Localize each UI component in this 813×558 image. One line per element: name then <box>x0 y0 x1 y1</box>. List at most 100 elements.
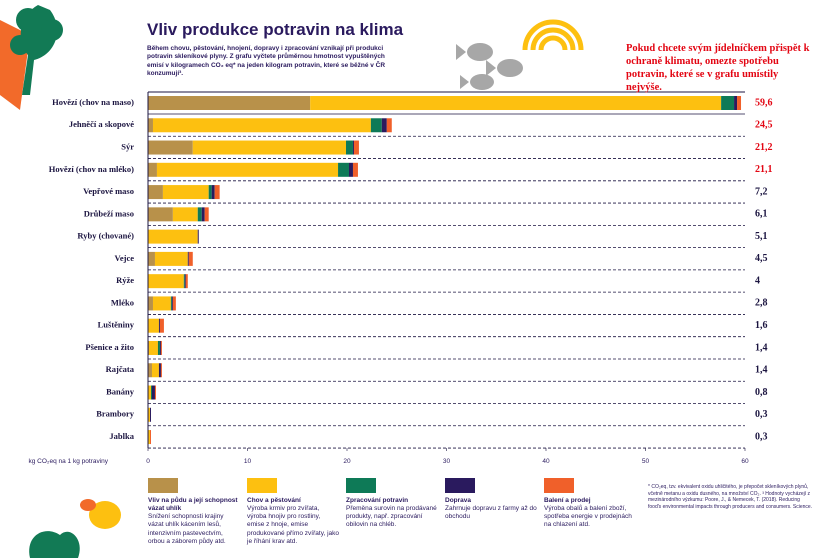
total-label: 4 <box>755 275 760 286</box>
total-label: 1,4 <box>755 342 768 353</box>
category-label: Banány <box>106 386 135 396</box>
x-tick-label: 10 <box>244 458 252 465</box>
bar-segment <box>148 340 158 355</box>
bar-segment <box>154 385 156 400</box>
bar-segment <box>348 162 353 177</box>
bar-segment <box>187 251 189 266</box>
bar-segment <box>148 251 155 266</box>
total-label: 1,4 <box>755 365 768 376</box>
legend-swatch <box>445 478 475 493</box>
total-label: 0,8 <box>755 387 768 398</box>
legend-swatch <box>247 478 277 493</box>
bar-segment <box>162 185 209 200</box>
category-label: Pšenice a žito <box>85 342 134 352</box>
total-label: 21,1 <box>755 164 773 175</box>
bar-segment <box>310 96 722 110</box>
total-label: 2,8 <box>755 298 768 309</box>
bar-segment <box>159 340 161 355</box>
category-label: Ryby (chované) <box>77 231 134 241</box>
bar-segment <box>148 274 184 289</box>
category-label: Jablka <box>109 431 134 441</box>
bar-segment <box>370 118 382 133</box>
bar-segment <box>150 385 152 400</box>
bar-segment <box>197 229 199 244</box>
x-tick-label: 40 <box>542 458 550 465</box>
category-label: Mléko <box>111 297 134 307</box>
bar-segment <box>171 296 173 311</box>
category-label: Luštěniny <box>98 320 135 330</box>
total-label: 24,5 <box>755 120 773 131</box>
x-tick-label: 20 <box>343 458 351 465</box>
bar-segment <box>338 162 349 177</box>
bar-segment <box>148 118 153 133</box>
x-axis-label: kg CO₂eq na 1 kg potraviny <box>29 458 109 465</box>
total-label: 6,1 <box>755 209 768 220</box>
bar-segment <box>160 363 162 378</box>
legend-title: Vliv na půdu a její schopnost vázat uhlí… <box>148 497 238 513</box>
bar-segment <box>158 363 161 378</box>
bar-segment <box>386 118 392 133</box>
total-label: 21,2 <box>755 142 773 153</box>
legend-description: Snížení schopnosti krajiny vázat uhlík k… <box>148 513 226 545</box>
bar-segment <box>148 207 173 222</box>
bar-segment <box>152 296 171 311</box>
bar-segment <box>148 229 198 244</box>
bar-segment <box>148 318 159 333</box>
subtitle: Během chovu, pěstování, hnojení, dopravy… <box>147 45 386 78</box>
bar-segment <box>721 96 735 110</box>
total-label: 4,5 <box>755 253 768 264</box>
bar-segment <box>149 430 151 445</box>
legend-description: Výroba krmiv pro zvířata, výroba hnojiv … <box>247 505 340 545</box>
bar-segment <box>381 118 387 133</box>
legend-description: Zahrnuje dopravu z farmy až do obchodu <box>445 505 537 521</box>
total-label: 5,1 <box>755 231 768 242</box>
bar-segment <box>204 207 209 222</box>
decoration <box>0 5 584 558</box>
bar-segment <box>148 96 311 110</box>
x-tick-label: 50 <box>642 458 650 465</box>
legend-item: Balení a prodej Výroba obalů a balení zbo… <box>544 497 636 530</box>
total-label: 59,6 <box>755 97 773 108</box>
bar-segment <box>737 96 742 110</box>
bar-segment <box>734 96 738 110</box>
legend-item: Chov a pěstování Výroba krmiv pro zvířata… <box>247 497 339 546</box>
legend-title: Balení a prodej <box>544 497 591 504</box>
total-label: 7,2 <box>755 186 768 197</box>
bar-segment <box>160 340 162 355</box>
bar-segment <box>188 251 193 266</box>
bar-segment <box>214 185 220 200</box>
bar-segment <box>148 430 150 445</box>
legend-item: Doprava Zahrnuje dopravu z farmy až do ob… <box>445 497 537 521</box>
bar-segment <box>208 185 212 200</box>
bar-segment <box>352 162 358 177</box>
x-tick-label: 60 <box>741 458 749 465</box>
bar-segment <box>172 296 176 311</box>
bar-segment <box>185 274 188 289</box>
category-label: Sýr <box>121 141 134 151</box>
category-label: Vepřové maso <box>83 186 134 196</box>
bar-segment <box>151 385 155 400</box>
bar-segment <box>184 274 186 289</box>
bar-segment <box>151 363 159 378</box>
bar-segment <box>172 207 198 222</box>
bar-segment <box>201 207 205 222</box>
bar-segment <box>148 296 153 311</box>
footnote: * CO₂eq, tzv. ekvivalent oxidu uhličitéh… <box>648 484 813 510</box>
bar-segment <box>352 140 354 155</box>
bar-segment <box>159 318 164 333</box>
bar-segment <box>152 118 371 133</box>
bar-segment <box>158 318 160 333</box>
total-label: 0,3 <box>755 431 768 442</box>
bar-segment <box>192 140 347 155</box>
category-label: Jehněčí a skopové <box>69 119 134 129</box>
bar-segment <box>148 185 163 200</box>
bar-segment <box>353 140 359 155</box>
x-tick-label: 30 <box>443 458 451 465</box>
legend-item: Zpracování potravin Přeměna surovin na pr… <box>346 497 438 530</box>
legend-swatch <box>346 478 376 493</box>
bar-segment <box>148 162 157 177</box>
legend-swatch <box>148 478 178 493</box>
category-label: Vejce <box>114 253 134 263</box>
